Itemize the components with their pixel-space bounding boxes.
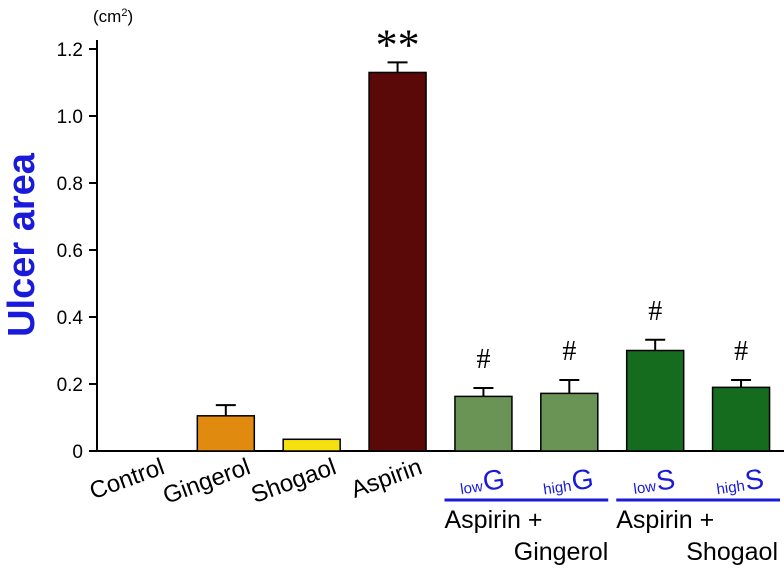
bar-lowG <box>454 395 513 452</box>
significance-marker: # <box>476 344 490 375</box>
bar-Shogaol <box>282 438 341 452</box>
unit-suffix: ) <box>127 7 133 26</box>
group-label-line1: Aspirin + <box>445 506 543 534</box>
y-axis-label: Ulcer area <box>1 152 43 337</box>
group-label-line2: Gingerol <box>514 538 609 566</box>
y-tick-label: 0.4 <box>57 308 84 329</box>
unit-prefix: (cm <box>93 7 121 26</box>
y-tick-label: 0.2 <box>57 375 83 396</box>
y-axis-unit: (cm2) <box>93 7 133 26</box>
dose-label: lowG <box>458 463 507 500</box>
category-label: Control <box>86 453 168 505</box>
y-tick-label: 1.0 <box>57 107 83 128</box>
bars: ** # # # # <box>196 20 771 452</box>
dose-label: highS <box>714 463 766 500</box>
bar-Gingerol <box>196 415 256 452</box>
dose-level: low <box>459 478 484 498</box>
bar-highS <box>711 386 771 452</box>
y-tick-label: 1.2 <box>57 40 83 61</box>
significance-marker: # <box>562 336 576 367</box>
compound-letter: S <box>654 463 677 496</box>
bar-Aspirin <box>368 71 427 452</box>
category-label: Aspirin <box>347 453 425 503</box>
dose-level: high <box>715 478 745 499</box>
category-label: Gingerol <box>159 453 253 509</box>
category-label: Shogaol <box>248 453 340 508</box>
y-tick-label: 0.8 <box>57 174 83 195</box>
significance-marker: # <box>734 336 748 367</box>
dose-label: lowS <box>631 463 677 500</box>
dose-label: highG <box>541 463 596 501</box>
y-ticks: 0 0.2 0.4 0.6 0.8 1.0 1.2 <box>57 40 97 463</box>
compound-letter: G <box>570 463 596 497</box>
significance-marker: ** <box>376 20 420 69</box>
bar-highG <box>540 392 599 452</box>
y-tick-label: 0.6 <box>57 241 83 262</box>
dose-level: low <box>632 478 657 498</box>
compound-letter: S <box>743 463 766 496</box>
group-label-line1: Aspirin + <box>616 506 714 534</box>
y-tick-label: 0 <box>72 442 83 463</box>
compound-letter: G <box>481 463 507 497</box>
bar-lowS <box>625 349 685 452</box>
dose-level: high <box>542 478 572 499</box>
group-label-line2: Shogaol <box>686 538 778 566</box>
unit-power: 2 <box>121 7 127 19</box>
significance-marker: # <box>648 296 662 327</box>
